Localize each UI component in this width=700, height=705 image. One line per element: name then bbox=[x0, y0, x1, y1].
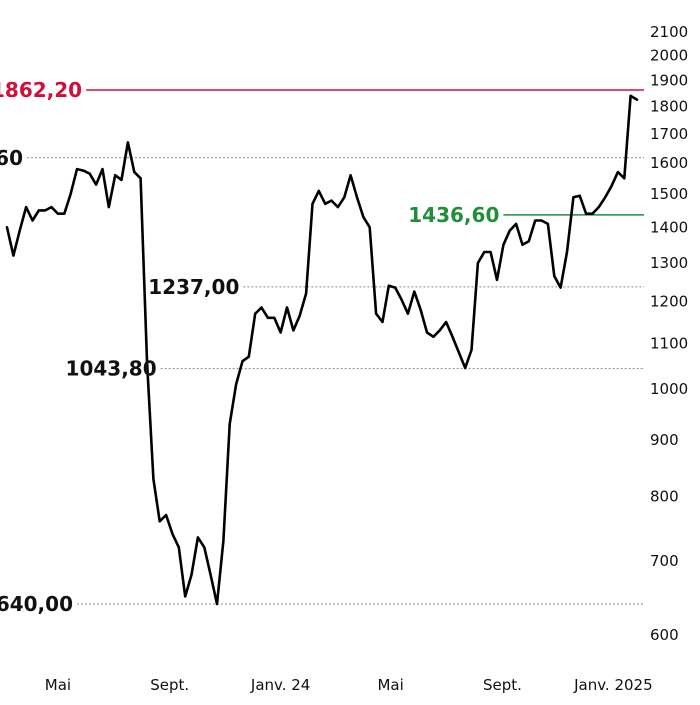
x-tick-label: Janv. 2025 bbox=[573, 676, 653, 694]
y-axis-ticks: 2100 2000 1900 1800 1700 1600 1500 1400 1300 1200… bbox=[650, 23, 688, 644]
reference-label: 1436,60 bbox=[408, 203, 499, 227]
x-axis-ticks: Mai Sept. Janv. 24 Mai Sept. Janv. 2025 bbox=[45, 676, 653, 694]
y-tick-label: 1800 bbox=[650, 97, 688, 115]
y-tick-label: 1000 bbox=[650, 380, 688, 398]
reference-label: 1043,80 bbox=[66, 357, 157, 381]
y-tick-label: 1500 bbox=[650, 185, 688, 203]
y-tick-label: 900 bbox=[650, 431, 679, 449]
x-tick-label: Sept. bbox=[150, 676, 189, 694]
x-tick-label: Mai bbox=[377, 676, 403, 694]
x-tick-label: Mai bbox=[45, 676, 71, 694]
y-tick-label: 1900 bbox=[650, 71, 688, 89]
y-tick-label: 1200 bbox=[650, 292, 688, 310]
y-tick-label: 800 bbox=[650, 488, 679, 506]
reference-label: 640,00 bbox=[0, 592, 73, 616]
price-line bbox=[5, 94, 639, 606]
reference-labels: 1862,20 1617,60 1436,60 1237,00 1043,80 640,0… bbox=[0, 78, 499, 616]
reference-label: 1237,00 bbox=[148, 275, 239, 299]
y-tick-label: 2000 bbox=[650, 47, 688, 65]
y-tick-label: 2100 bbox=[650, 23, 688, 41]
x-tick-label: Janv. 24 bbox=[250, 676, 310, 694]
y-tick-label: 1600 bbox=[650, 154, 688, 172]
reference-lines bbox=[27, 89, 644, 605]
y-tick-label: 600 bbox=[650, 626, 679, 644]
reference-label: 1862,20 bbox=[0, 78, 82, 102]
y-tick-label: 700 bbox=[650, 552, 679, 570]
x-tick-label: Sept. bbox=[483, 676, 522, 694]
y-tick-label: 1700 bbox=[650, 125, 688, 143]
y-tick-label: 1100 bbox=[650, 334, 688, 352]
y-tick-label: 1400 bbox=[650, 218, 688, 236]
price-series bbox=[5, 94, 639, 606]
reference-label: 1617,60 bbox=[0, 146, 23, 170]
y-tick-label: 1300 bbox=[650, 254, 688, 272]
